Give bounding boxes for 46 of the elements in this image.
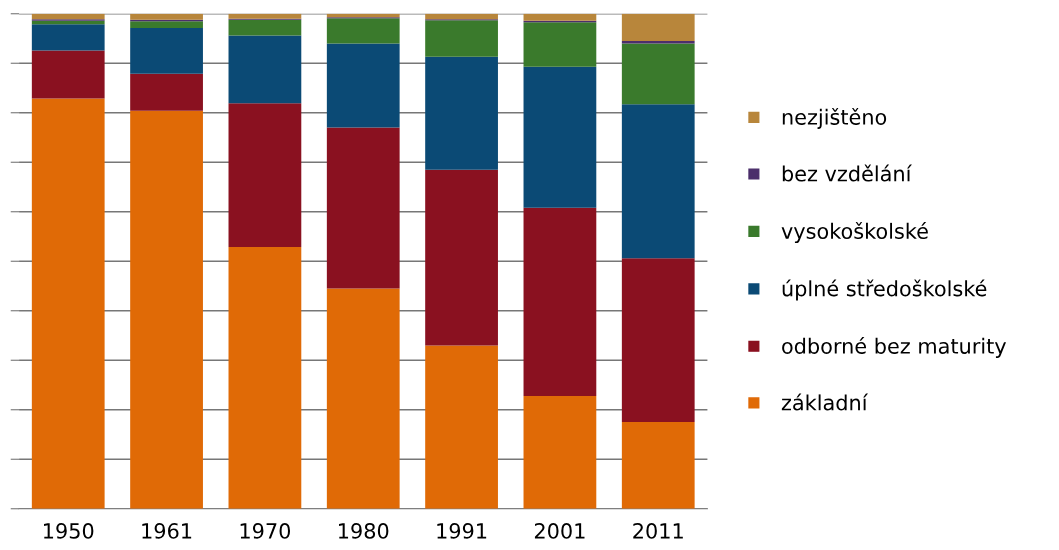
bar [130, 21, 203, 29]
bar [523, 207, 597, 396]
bar [523, 395, 597, 509]
bar [425, 56, 498, 170]
bar [31, 50, 105, 99]
x-tick-label: 1950 [44, 523, 94, 539]
legend-label: nezjištěno [782, 107, 887, 129]
bar [228, 35, 302, 104]
bar [31, 98, 105, 509]
bar [326, 127, 400, 289]
bar [31, 24, 105, 51]
bar [425, 20, 498, 57]
legend-label: bez vzdělání [782, 164, 912, 182]
bar [130, 110, 203, 509]
bar [621, 422, 695, 509]
bar [523, 13, 597, 21]
bar [326, 18, 400, 44]
bar [130, 28, 203, 74]
bar [425, 169, 498, 346]
bar [228, 103, 302, 247]
bar [523, 66, 597, 208]
legend-label: základní [781, 393, 869, 411]
bar [621, 258, 695, 423]
bar [425, 13, 498, 20]
bar [326, 43, 400, 128]
bar [228, 13, 302, 19]
bar [326, 288, 400, 509]
x-tick-label: 2011 [633, 523, 683, 539]
bar [425, 345, 498, 509]
bar [130, 13, 203, 20]
bar [621, 13, 695, 41]
x-tick-label: 1961 [142, 523, 192, 539]
bar [621, 104, 695, 259]
bar [228, 246, 302, 509]
bar [228, 19, 302, 36]
bar [130, 73, 203, 111]
x-tick-label: 2001 [534, 523, 585, 539]
x-tick-label: 1980 [339, 523, 389, 539]
bar [523, 22, 597, 67]
legend-label: vysokoškolské [781, 222, 928, 244]
bar [621, 43, 695, 105]
legend-label: úplné středoškolské [782, 279, 987, 301]
bar [31, 13, 105, 20]
x-tick-label: 1970 [240, 523, 291, 539]
x-tick-label: 1991 [437, 523, 487, 539]
legend-label: odborné bez maturity [782, 336, 1007, 358]
